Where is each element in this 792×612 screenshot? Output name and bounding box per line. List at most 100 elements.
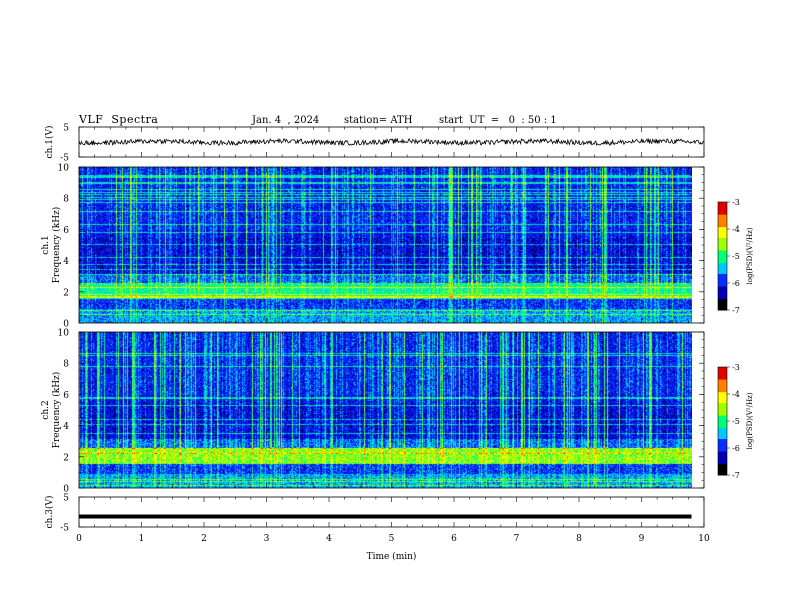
ch1-waveform-y-tick-label: -5 [60,154,69,164]
ch2-spectrogram-layer [79,332,692,488]
ch1-colorbar-cell [718,202,727,205]
ch2-colorbar-cell [718,462,727,465]
ch1-colorbar-cell [718,293,727,297]
ch1-colorbar-cell [718,230,727,234]
x-tick-label: 8 [576,534,582,544]
ch1-colorbar-tick-label: -4 [732,225,740,234]
ch1-colorbar-cell [718,304,727,307]
ch1-colorbar-cell [718,302,727,306]
ch2-colorbar-cell [718,460,727,463]
waveforms-layer [78,137,705,519]
ch1-colorbar-cell [718,275,727,279]
ch2-colorbar-cell [718,455,727,458]
chart-title: VLF Spectra [79,113,159,126]
ch2-colorbar-cell [718,401,727,404]
ch1-colorbar-cell [718,247,727,250]
station-label: station= ATH [344,115,413,126]
ch2-colorbar-cell [718,419,727,422]
ch1-colorbar-cell [718,218,727,221]
ch2-colorbar-cell [718,392,727,395]
ch2-colorbar-cell [718,430,727,433]
x-tick-label: 1 [139,534,145,544]
ch1-colorbar-cell [718,241,727,244]
axes-layer [78,126,705,528]
ch2-colorbar-cell [718,426,727,429]
ch1-colorbar-cell [718,290,727,293]
ch2-colorbar-cell [718,404,727,408]
ch2-colorbar-cell [718,397,727,400]
ch1-colorbar-cell [718,306,727,309]
ch2-colorbar-cell [718,390,727,393]
ch2-spectrogram-y-tick-label: 4 [63,422,69,432]
ch2-colorbar-cell [718,370,727,373]
ch1-colorbar-cell [718,252,727,255]
ch2-channel-label: ch.2 [41,400,51,419]
ch1-colorbar-cell [718,254,727,257]
ch1-colorbar-cell [718,292,727,295]
ch2-colorbar-cell [718,467,727,471]
x-tick-label: 3 [264,534,270,544]
ch1-colorbar-cell [718,250,727,253]
ch1-colorbar-cell [718,223,727,226]
ch2-colorbar-cell [718,453,727,456]
ch2-colorbar-cell [718,368,727,372]
ch1-colorbar-cell [718,243,727,246]
colorbars-layer [717,201,730,476]
ch2-colorbar-cell [718,399,727,402]
ch1-colorbar-cell [718,274,727,277]
ch1-colorbar-cell [718,295,727,298]
ch1-colorbar-cell [718,203,727,207]
ch1-colorbar-cell [718,259,727,262]
ch1-spectrogram-y-tick-label: 10 [58,164,70,174]
ch2-colorbar-cell [718,381,727,384]
ch2-colorbar-cell [718,421,727,424]
ch1-colorbar-cell [718,238,727,241]
ch1-colorbar-cell [718,232,727,235]
ch2-colorbar-cell [718,403,727,406]
ch2-colorbar-cell [718,473,727,476]
ch2-spectrogram-image [79,332,692,488]
ch2-colorbar-tick-label: -7 [732,471,740,480]
ch1-colorbar-tick-label: -6 [732,279,740,288]
ch2-colorbar-cell [718,433,727,436]
ch1-spectrogram-layer [79,167,692,323]
ch1-colorbar-cell [718,266,727,270]
ch2-spectrogram-y-tick-label: 6 [63,391,69,401]
ch1-colorbar-cell [718,256,727,259]
ch2-colorbar-cell [718,446,727,449]
ch2-colorbar-cell [718,383,727,386]
ch1-spectrogram-y-tick-label: 4 [63,257,69,267]
ch2-colorbar-cell [718,406,727,409]
ch1-spectrogram-y-tick-label: 6 [63,226,69,236]
ch2-colorbar-cell [718,469,727,472]
ch1-colorbar-cell [718,288,727,291]
ch1-waveform-y-tick-label: 5 [63,124,69,134]
ch1-colorbar-cell [718,265,727,268]
ch2-spectrogram-y-tick-label: 8 [63,360,69,370]
ch2-frequency-ylabel: Frequency (kHz) [51,372,62,449]
ch1-colorbar-cell [718,239,727,243]
ch1-colorbar-cell [718,227,727,230]
ch1-frequency-ylabel: Frequency (kHz) [51,207,62,284]
ch2-spectrogram-y-tick-label: 0 [63,485,69,495]
ch2-colorbar-cell [718,417,727,420]
ch2-colorbar-cell [718,440,727,444]
ch2-colorbar-cell [718,451,727,454]
ch3-waveform-y-tick-label: 5 [63,494,69,504]
ch3-waveform-y-tick-label: -5 [60,524,69,534]
ch2-colorbar-cell [718,385,727,388]
ch2-colorbar-cell [718,448,727,451]
x-tick-label: 9 [639,534,645,544]
x-axis-title: Time (min) [367,551,417,562]
ch3-waveform-ylabel: ch.3(V) [44,496,55,529]
ch1-colorbar-tick-label: -3 [732,198,740,207]
ch2-colorbar-cell [718,395,727,399]
ch2-colorbar-cell [718,428,727,431]
ch1-channel-label: ch.1 [41,235,51,254]
ch2-colorbar-cell [718,466,727,469]
ch2-colorbar-cell [718,367,727,370]
ch1-colorbar-cell [718,245,727,248]
ch1-colorbar-cell [718,214,727,217]
ch1-colorbar-cell [718,207,727,210]
date-label: Jan. 4 , 2024 [252,115,320,126]
